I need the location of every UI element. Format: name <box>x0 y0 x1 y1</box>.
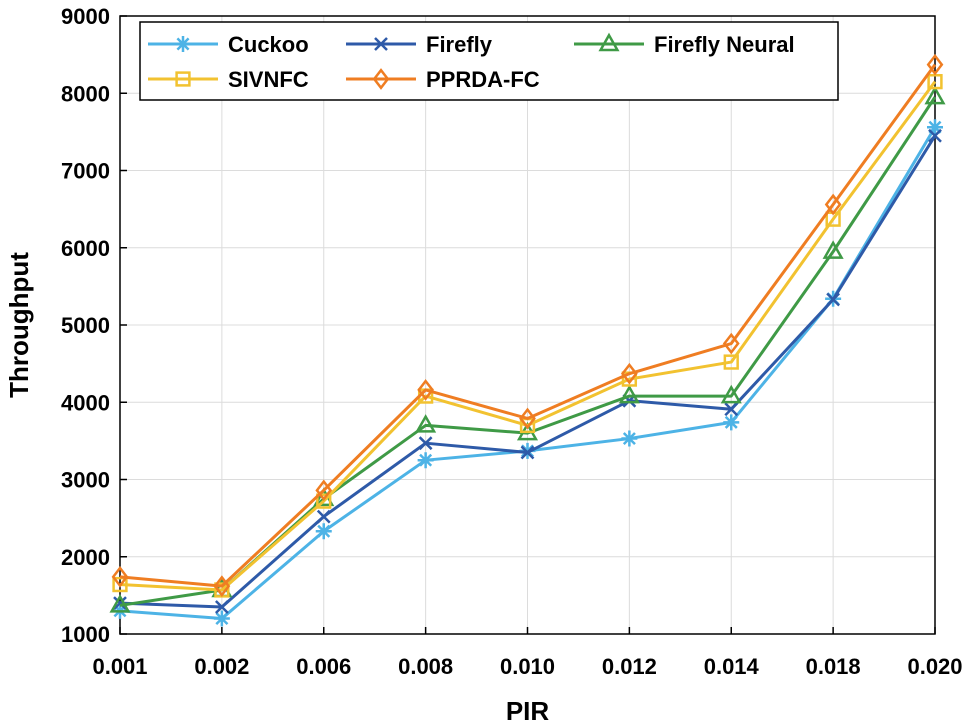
legend-label: Cuckoo <box>228 32 309 57</box>
data-point-marker <box>824 193 842 216</box>
y-tick-label: 9000 <box>61 4 110 29</box>
series-firefly <box>113 128 942 614</box>
legend-item: SIVNFC <box>148 67 309 92</box>
x-tick-label: 0.001 <box>92 654 147 679</box>
data-point-marker <box>113 596 127 610</box>
data-point-marker <box>214 600 229 614</box>
legend: Cuckoo Firefly Firefly Neural SIVNFC PPRDA-F… <box>139 21 839 101</box>
y-tick-label: 3000 <box>61 468 110 493</box>
data-point-marker <box>723 414 740 431</box>
legend-item: Cuckoo <box>148 32 309 57</box>
data-point-marker <box>720 384 742 404</box>
data-point-marker <box>924 85 946 105</box>
data-point-marker <box>111 565 129 588</box>
data-point-marker <box>928 128 942 143</box>
legend-label: Firefly Neural <box>654 32 795 57</box>
legend-swatch-marker <box>372 68 390 90</box>
x-axis-ticks: 0.001 0.002 0.006 0.008 0.010 0.012 0.014 0.018… <box>92 627 963 679</box>
x-tick-label: 0.014 <box>704 654 760 679</box>
data-point-marker <box>109 594 131 613</box>
data-point-marker <box>417 452 434 469</box>
y-axis-ticks: 1000 2000 3000 4000 5000 6000 7000 8000 9000 <box>61 4 127 647</box>
legend-swatch-marker <box>175 71 191 87</box>
legend-swatch-marker <box>175 36 191 52</box>
data-point-marker <box>417 379 435 401</box>
legend-box <box>139 21 839 101</box>
x-axis-title: PIR <box>506 696 550 726</box>
data-point-marker <box>213 610 230 627</box>
x-tick-label: 0.018 <box>806 654 861 679</box>
legend-label: SIVNFC <box>228 67 309 92</box>
x-tick-label: 0.008 <box>398 654 453 679</box>
data-point-marker <box>315 523 332 540</box>
y-axis-title: Throughput <box>4 252 34 398</box>
y-tick-label: 5000 <box>61 313 110 338</box>
series-group <box>109 53 946 627</box>
data-point-marker <box>621 430 638 447</box>
data-point-marker <box>822 240 844 259</box>
data-point-marker <box>213 575 231 597</box>
x-tick-label: 0.002 <box>194 654 249 679</box>
y-tick-label: 4000 <box>61 390 110 415</box>
data-point-marker <box>826 292 841 307</box>
data-point-marker <box>722 332 740 355</box>
data-point-marker <box>415 414 437 433</box>
data-point-marker <box>723 354 739 370</box>
data-point-marker <box>927 119 943 136</box>
data-point-marker <box>418 436 433 451</box>
legend-item: PPRDA-FC <box>346 67 540 92</box>
series-line <box>119 63 937 588</box>
y-tick-label: 7000 <box>61 159 110 184</box>
legend-label: PPRDA-FC <box>426 67 540 92</box>
y-tick-label: 1000 <box>61 622 110 647</box>
data-point-marker <box>315 479 333 502</box>
data-point-marker <box>519 407 536 430</box>
series-pprda-fc <box>111 53 944 597</box>
legend-swatch-marker <box>374 37 388 51</box>
x-tick-label: 0.012 <box>602 654 657 679</box>
data-point-marker <box>520 445 535 460</box>
x-tick-label: 0.020 <box>907 654 962 679</box>
data-point-marker <box>620 362 638 385</box>
data-point-marker <box>316 509 331 524</box>
x-tick-label: 0.010 <box>500 654 555 679</box>
data-point-marker <box>926 53 944 76</box>
legend-label: Firefly <box>426 32 493 57</box>
y-tick-label: 2000 <box>61 545 110 570</box>
legend-item: Firefly <box>346 32 493 57</box>
legend-item: Firefly Neural <box>574 32 795 57</box>
y-tick-label: 8000 <box>61 81 110 106</box>
y-tick-label: 6000 <box>61 236 110 261</box>
data-point-marker <box>316 493 332 509</box>
data-point-marker <box>618 384 640 404</box>
data-point-marker <box>724 402 739 417</box>
legend-swatch-marker <box>598 32 620 52</box>
x-tick-label: 0.006 <box>296 654 351 679</box>
